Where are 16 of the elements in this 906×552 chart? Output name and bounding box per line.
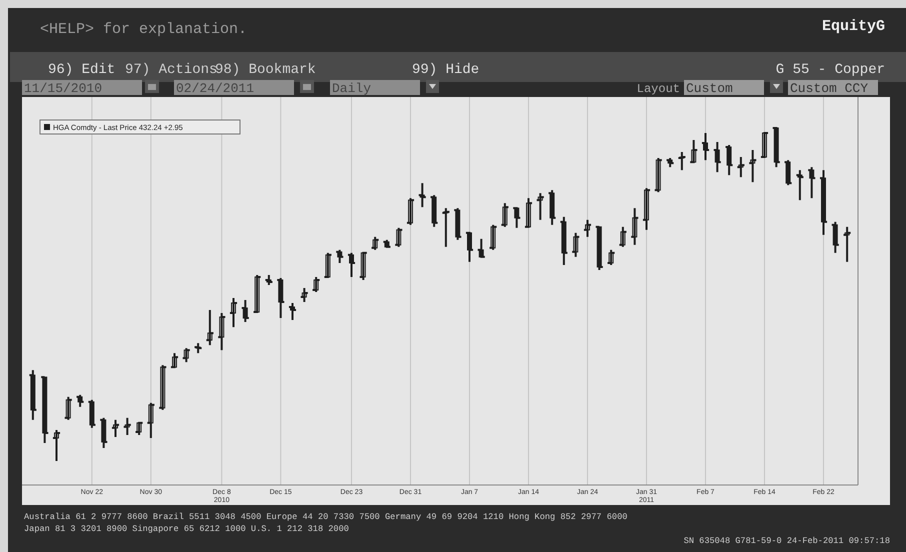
text: Daily <box>332 81 372 96</box>
text: <HELP> for explanation. <box>40 21 248 38</box>
text: G 55 - Copper <box>776 62 885 78</box>
text: Custom CCY <box>790 81 868 96</box>
text: Custom <box>686 81 734 96</box>
text: 02/24/2011 <box>176 81 254 96</box>
text: SN 635048 G781-59-0 24-Feb-2011 09:57:18 <box>684 536 890 546</box>
text: 98) Bookmark <box>215 62 316 78</box>
text: 96) Edit <box>48 62 116 78</box>
text: Layout <box>636 82 680 96</box>
text: 99) Hide <box>412 62 480 78</box>
text: 97) Actions <box>125 62 218 78</box>
text: Australia 61 2 9777 8600 Brazil 5511 3048 4500 Europe 44 20 7330 7500 Germany 49 69 9204 1210 Hong Kong 852 2977 6000 <box>24 512 628 522</box>
text: EquityG <box>822 18 885 35</box>
text: 11/15/2010 <box>24 81 102 96</box>
text: Japan 81 3 3201 8900 Singapore 65 6212 1000 U.S. 1 212 318 2000 <box>24 524 349 534</box>
